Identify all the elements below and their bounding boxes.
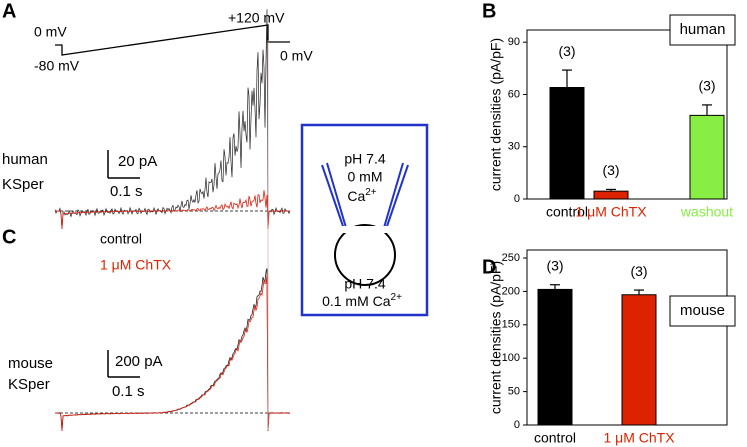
ion: 0.1 mM Ca <box>322 293 391 309</box>
voltage-protocol <box>55 24 290 56</box>
y-tick-label: 30 <box>508 141 520 153</box>
mouse-traces <box>54 268 291 432</box>
y-tick-label: 200 <box>502 285 520 297</box>
y-tick-label: 250 <box>502 252 520 264</box>
current-trace <box>54 274 291 432</box>
label-box-text: human <box>680 21 726 38</box>
channel-label: KSper <box>2 176 44 193</box>
charge: 2+ <box>391 292 403 303</box>
solution-label: pH 7.4 <box>344 276 385 292</box>
scale-label: 0.1 s <box>110 183 143 200</box>
y-tick-label: 50 <box>508 386 520 398</box>
x-tick-label: control <box>534 430 576 446</box>
current-trace <box>54 9 291 230</box>
x-tick-label: 1 μM ChTX <box>575 204 647 220</box>
n-label: (3) <box>698 78 715 94</box>
y-tick-label: 100 <box>502 352 520 364</box>
protocol-label: -80 mV <box>34 58 80 74</box>
solution-label: 0 mM <box>348 169 383 185</box>
cell-gap <box>342 226 388 233</box>
y-tick-label: 0 <box>514 419 520 431</box>
protocol-label: 0 mV <box>280 48 313 64</box>
species-label: mouse <box>8 355 53 372</box>
label-box-text: mouse <box>680 302 725 319</box>
species-label: human <box>2 151 48 168</box>
error-bar <box>702 104 712 116</box>
legend-control: control <box>100 231 142 247</box>
n-label: (3) <box>546 257 563 273</box>
protocol-label: +120 mV <box>228 10 285 26</box>
cell <box>334 224 396 286</box>
y-tick-label: 60 <box>508 88 520 100</box>
solution-label: Ca2+ <box>347 187 376 204</box>
panel-letter: C <box>2 226 16 248</box>
y-axis-label: current densities (pA/pF) <box>488 261 504 414</box>
bar <box>593 190 629 200</box>
panel-letter: A <box>2 0 16 22</box>
x-tick-label: 1 μM ChTX <box>603 430 675 446</box>
human-traces <box>54 9 291 230</box>
panel-letter: D <box>482 256 496 278</box>
error-bar <box>550 284 560 290</box>
bar <box>549 86 585 200</box>
y-tick-label: 150 <box>502 319 520 331</box>
error-bar <box>606 188 616 192</box>
label-box <box>669 295 736 327</box>
error-bar <box>562 69 572 88</box>
n-label: (3) <box>558 43 575 59</box>
legend-chtx: 1 μM ChTX <box>100 257 172 273</box>
protocol-label: 0 mV <box>34 24 67 40</box>
n-label: (3) <box>630 263 647 279</box>
panel-letter: B <box>482 0 496 22</box>
bar <box>537 288 573 426</box>
bar <box>621 294 657 426</box>
scale-label: 20 pA <box>118 153 157 170</box>
pipette <box>321 162 409 233</box>
label-box <box>669 14 736 46</box>
solution-label: pH 7.4 <box>344 151 385 167</box>
x-tick-label: washout <box>680 204 733 220</box>
ion: Ca <box>347 188 365 204</box>
scale-label: 200 pA <box>115 353 163 370</box>
diagram-frame <box>300 123 429 317</box>
n-label: (3) <box>602 162 619 178</box>
bar <box>689 114 725 200</box>
channel-label: KSper <box>8 376 50 393</box>
y-tick-label: 90 <box>508 36 520 48</box>
current-trace <box>55 268 291 432</box>
charge: 2+ <box>365 187 377 198</box>
x-tick-label: control <box>546 204 588 220</box>
y-axis-label: current densities (pA/pF) <box>488 38 504 191</box>
y-tick-label: 0 <box>514 193 520 205</box>
scale-label: 0.1 s <box>112 383 145 400</box>
current-trace <box>54 190 291 230</box>
error-bar <box>634 289 644 295</box>
solution-label: 0.1 mM Ca2+ <box>322 292 402 309</box>
